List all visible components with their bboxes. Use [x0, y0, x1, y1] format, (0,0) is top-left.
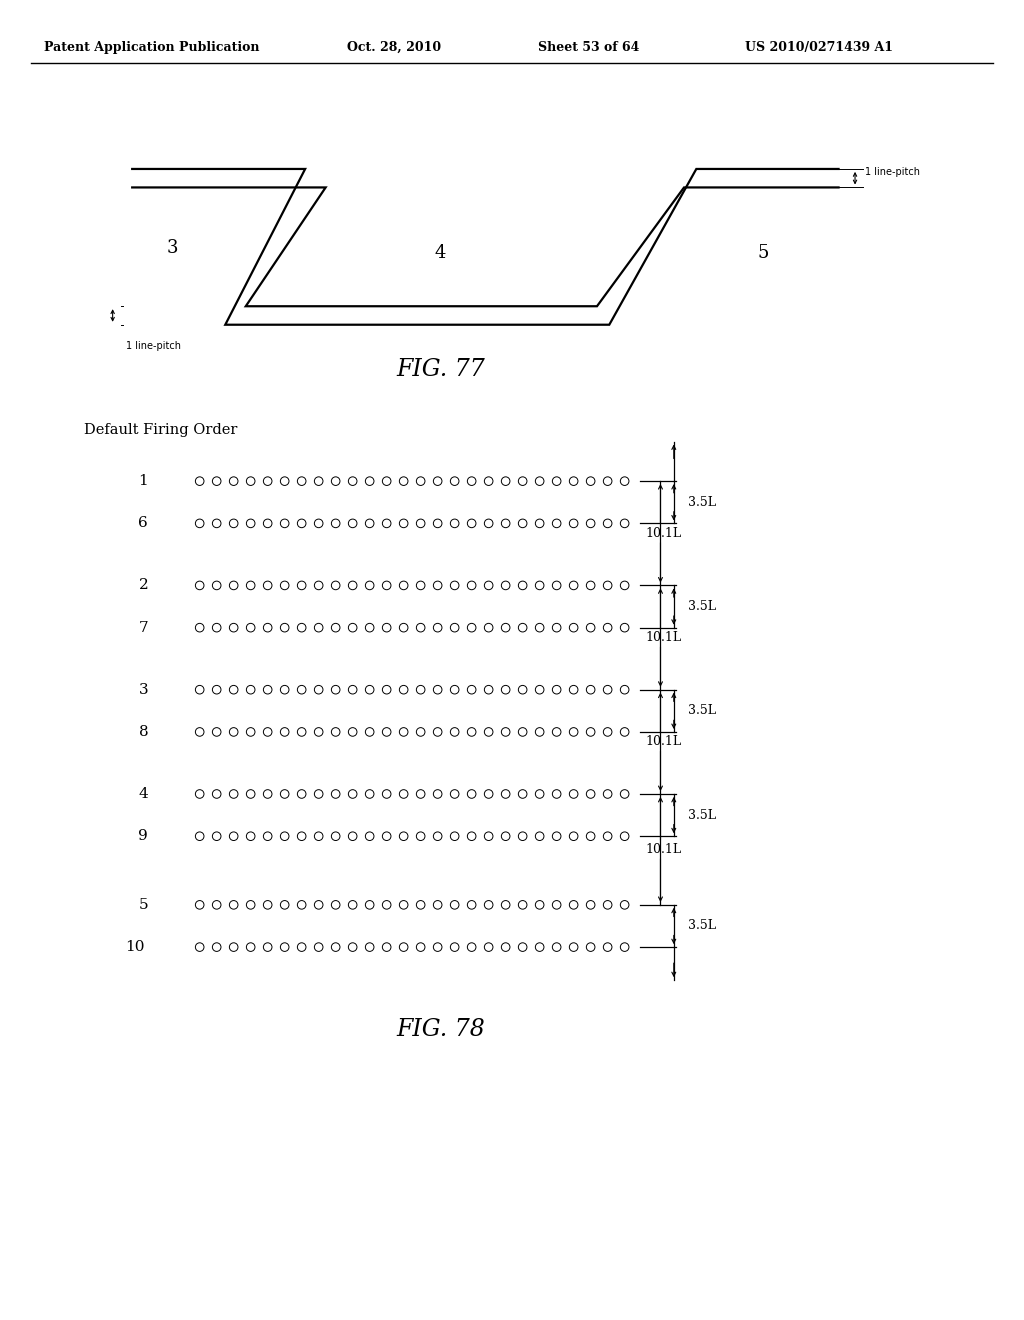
Text: 2: 2 [138, 578, 148, 593]
Text: Sheet 53 of 64: Sheet 53 of 64 [539, 41, 639, 54]
Text: 10.1L: 10.1L [645, 735, 681, 748]
Text: 5: 5 [757, 244, 769, 263]
Text: 6: 6 [138, 516, 148, 531]
Text: Default Firing Order: Default Firing Order [84, 424, 238, 437]
Text: 10.1L: 10.1L [645, 527, 681, 540]
Text: 1 line-pitch: 1 line-pitch [126, 341, 181, 351]
Text: 3.5L: 3.5L [688, 809, 716, 821]
Text: 5: 5 [138, 898, 148, 912]
Text: 7: 7 [138, 620, 148, 635]
Text: 3.5L: 3.5L [688, 705, 716, 717]
Text: US 2010/0271439 A1: US 2010/0271439 A1 [745, 41, 893, 54]
Text: 9: 9 [138, 829, 148, 843]
Text: FIG. 78: FIG. 78 [396, 1018, 484, 1041]
Text: 1 line-pitch: 1 line-pitch [865, 166, 921, 177]
Text: 3.5L: 3.5L [688, 496, 716, 508]
Text: Oct. 28, 2010: Oct. 28, 2010 [347, 41, 441, 54]
Text: 4: 4 [434, 244, 446, 263]
Text: Patent Application Publication: Patent Application Publication [44, 41, 259, 54]
Text: 10: 10 [125, 940, 145, 954]
Text: 10.1L: 10.1L [645, 631, 681, 644]
Text: 3: 3 [138, 682, 148, 697]
Text: 4: 4 [138, 787, 148, 801]
Text: 10.1L: 10.1L [645, 843, 681, 855]
Text: 1: 1 [138, 474, 148, 488]
Text: 8: 8 [138, 725, 148, 739]
Text: 3.5L: 3.5L [688, 601, 716, 612]
Text: FIG. 77: FIG. 77 [396, 358, 484, 381]
Text: 3.5L: 3.5L [688, 920, 716, 932]
Text: 3: 3 [166, 239, 178, 257]
